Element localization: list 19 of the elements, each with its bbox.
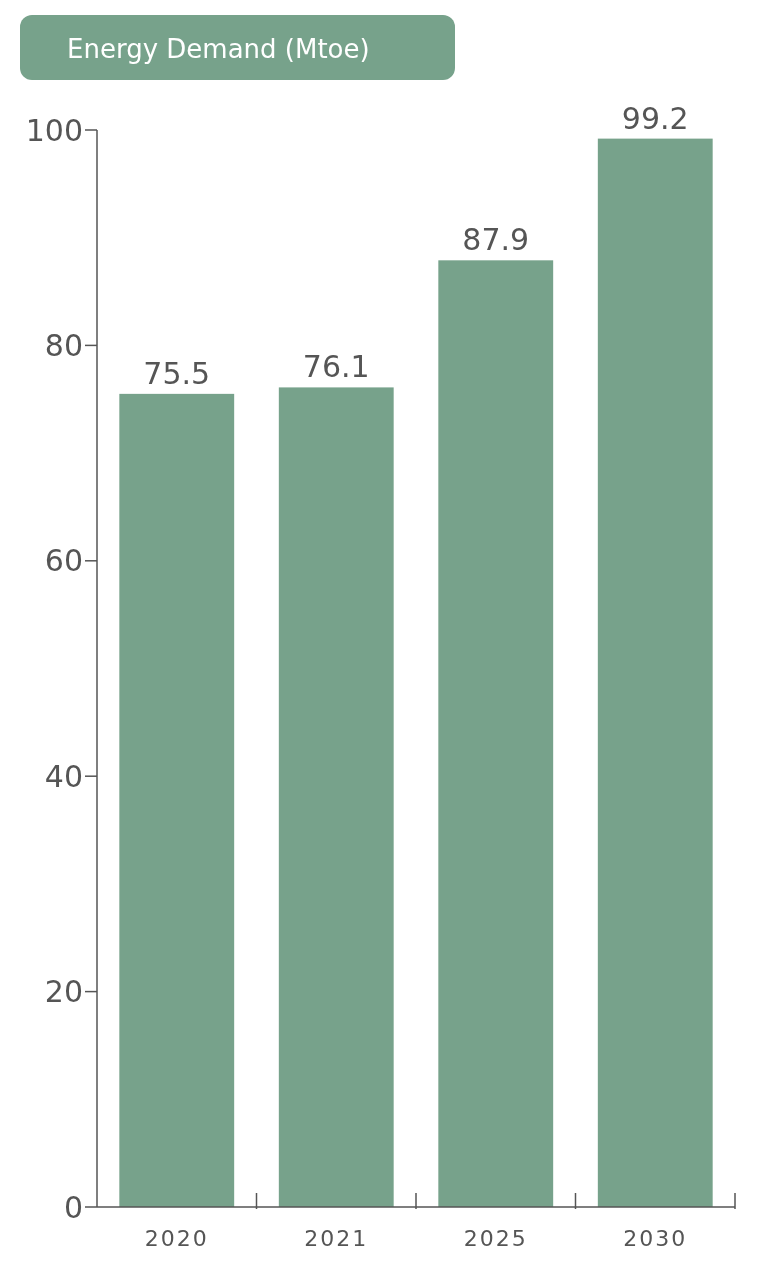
bar [597,138,713,1207]
x-tick-label: 2025 [463,1226,528,1251]
data-label: 99.2 [621,100,689,136]
y-tick-label: 20 [44,974,83,1010]
y-tick-label: 40 [44,758,83,794]
x-tick-label: 2020 [144,1226,209,1251]
bar [438,260,554,1207]
bar [119,393,235,1207]
y-tick-label: 60 [44,543,83,579]
data-label: 75.5 [143,355,211,391]
y-tick-label: 100 [25,112,83,148]
data-label: 87.9 [462,222,530,258]
bar [278,387,394,1207]
x-tick-label: 2030 [623,1226,688,1251]
y-tick-label: 80 [44,327,83,363]
x-tick-label: 2021 [304,1226,369,1251]
data-label: 76.1 [302,349,370,385]
chart-title: Energy Demand (Mtoe) [67,34,370,64]
y-tick-label: 0 [63,1189,83,1225]
